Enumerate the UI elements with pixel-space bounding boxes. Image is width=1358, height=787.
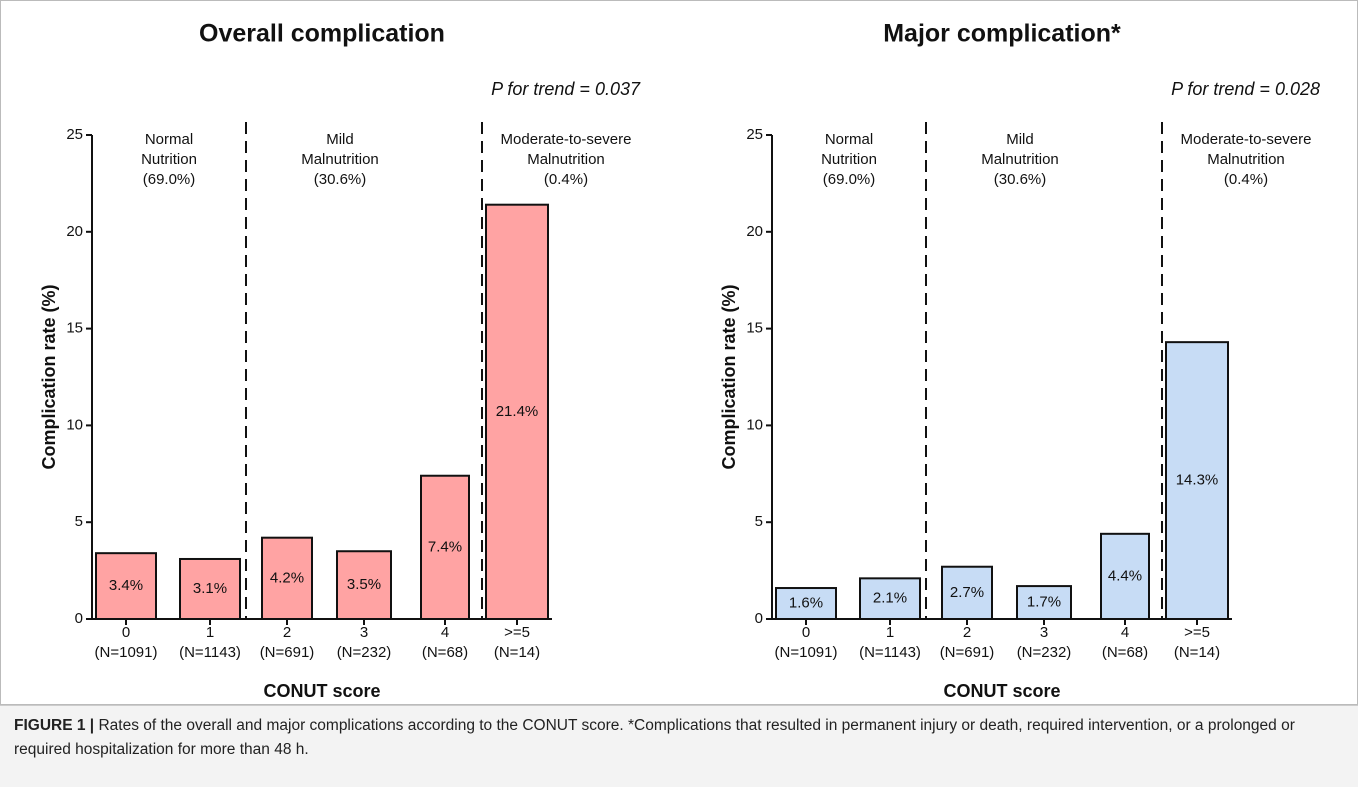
group-label: (69.0%) [143,171,196,188]
y-tick-label: 20 [66,223,83,240]
value-label: 1.6% [789,594,823,611]
caption-text: Rates of the overall and major complicat… [98,717,628,734]
y-tick-label: 20 [746,223,763,240]
x-tick-count: (N=1091) [95,644,158,661]
x-tick-count: (N=1091) [775,644,838,661]
x-axis-label: CONUT score [263,681,380,701]
x-tick-label: 1 [206,624,214,641]
y-axis-label: Complication rate (%) [719,284,739,469]
annotation: P for trend = 0.028 [1171,79,1320,99]
group-label: Moderate-to-severe [1181,131,1312,148]
group-label: Mild [326,131,354,148]
value-label: 3.4% [109,577,143,594]
value-label: 7.4% [428,538,462,555]
x-tick-label: 3 [1040,624,1048,641]
group-label: Nutrition [821,151,877,168]
x-tick-count: (N=232) [337,644,392,661]
x-tick-count: (N=14) [1174,644,1220,661]
x-tick-count: (N=691) [940,644,995,661]
annotation: P for trend = 0.037 [491,79,641,99]
x-tick-label: 1 [886,624,894,641]
bar [485,203,549,620]
group-label: (0.4%) [544,171,588,188]
y-tick-label: 15 [66,320,83,337]
value-label: 2.7% [950,584,984,601]
group-label: Mild [1006,131,1034,148]
x-tick-count: (N=691) [260,644,315,661]
y-tick-label: 0 [75,610,83,627]
x-tick-count: (N=68) [1102,644,1148,661]
value-label: 14.3% [1176,472,1219,489]
group-label: Malnutrition [981,151,1059,168]
x-tick-label: 0 [802,624,810,641]
y-tick-label: 5 [75,513,83,530]
group-label: Nutrition [141,151,197,168]
bar [336,550,392,620]
y-tick-label: 25 [66,126,83,143]
caption: FIGURE 1 | Rates of the overall and majo… [0,705,1358,787]
x-axis-label: CONUT score [943,681,1060,701]
value-label: 3.1% [193,580,227,597]
value-label: 1.7% [1027,594,1061,611]
y-tick-label: 10 [66,416,83,433]
caption-footnote: *Complications that resulted in permanen… [14,717,1295,758]
y-tick-label: 25 [746,126,763,143]
caption-label: FIGURE 1 | [14,717,95,734]
group-label: (0.4%) [1224,171,1268,188]
x-tick-count: (N=1143) [859,644,921,661]
y-tick-label: 5 [755,513,763,530]
bar [859,577,921,620]
bar [1016,585,1072,621]
x-tick-label: 4 [441,624,449,641]
x-tick-label: >=5 [1184,624,1210,641]
chart-title: Overall complication [199,20,445,48]
value-label: 3.5% [347,576,381,593]
x-tick-count: (N=14) [494,644,540,661]
y-axis-label: Complication rate (%) [39,284,59,469]
x-tick-label: 0 [122,624,130,641]
group-label: (69.0%) [823,171,876,188]
group-label: Malnutrition [1207,151,1285,168]
value-label: 4.4% [1108,567,1142,584]
x-tick-count: (N=232) [1017,644,1072,661]
figure: Overall complication P for trend = 0.037 C… [0,0,1358,705]
x-tick-count: (N=1143) [179,644,241,661]
x-tick-label: 2 [963,624,971,641]
y-tick-label: 0 [755,610,763,627]
y-tick-label: 15 [746,320,763,337]
value-label: 21.4% [496,403,539,420]
group-label: Normal [145,131,193,148]
x-tick-count: (N=68) [422,644,468,661]
group-label: (30.6%) [314,171,367,188]
bar [1165,341,1229,620]
x-tick-label: >=5 [504,624,530,641]
group-label: Moderate-to-severe [501,131,632,148]
value-label: 4.2% [270,569,304,586]
bar [775,587,837,620]
group-label: Normal [825,131,873,148]
y-tick-label: 10 [746,416,763,433]
bar [420,474,470,620]
group-label: Malnutrition [301,151,379,168]
group-label: (30.6%) [994,171,1047,188]
x-tick-label: 4 [1121,624,1129,641]
bar [1100,532,1150,620]
value-label: 2.1% [873,590,907,607]
x-tick-label: 2 [283,624,291,641]
x-tick-label: 3 [360,624,368,641]
group-label: Malnutrition [527,151,605,168]
bar [179,557,241,621]
chart-title: Major complication* [883,20,1121,48]
